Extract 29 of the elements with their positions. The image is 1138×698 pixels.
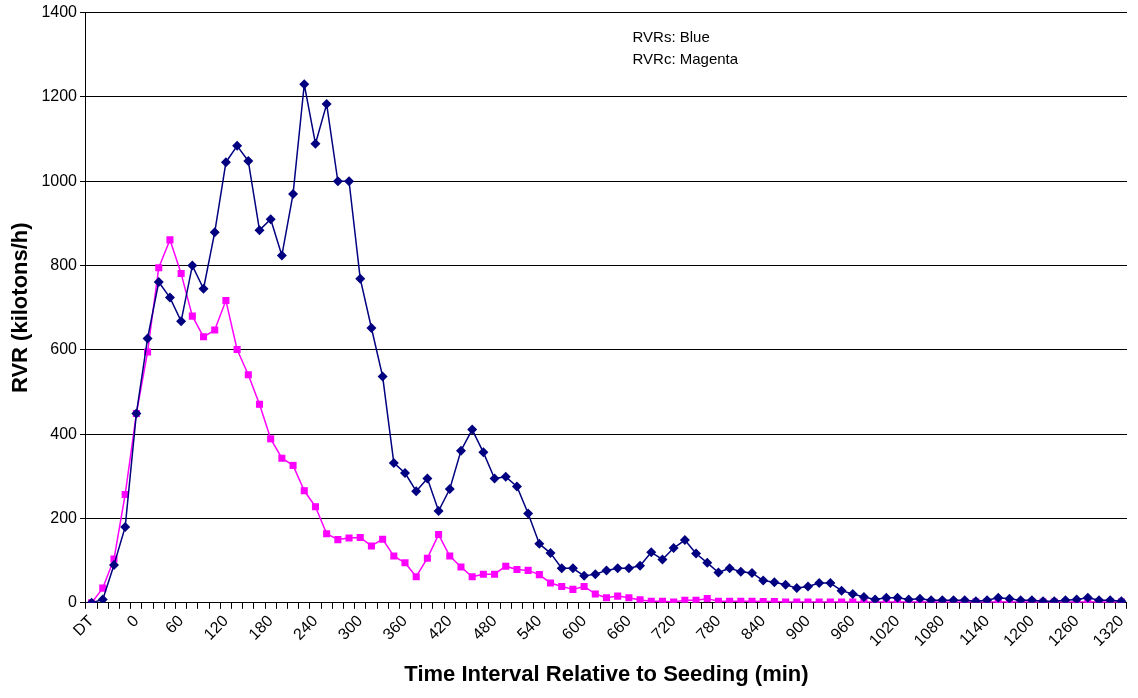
x-tick-label: 300 <box>334 611 366 643</box>
x-tick-label: 600 <box>558 611 590 643</box>
y-tick-label: 1400 <box>41 3 78 21</box>
x-tick-label: 720 <box>647 611 679 643</box>
y-tick-label: 200 <box>50 508 78 526</box>
x-tick-label: 60 <box>161 611 187 637</box>
y-tick-label: 1000 <box>41 171 78 189</box>
x-tick-label: 660 <box>603 611 635 643</box>
x-tick-label: 0 <box>123 611 142 631</box>
x-tick-label: 240 <box>289 611 321 643</box>
x-tick-label: 420 <box>424 611 456 643</box>
x-tick-label: 780 <box>692 611 724 643</box>
y-tick-label: 400 <box>50 424 78 442</box>
y-tick-label: 600 <box>50 340 78 358</box>
x-tick-label: 360 <box>379 611 411 643</box>
x-axis-title: Time Interval Relative to Seeding (min) <box>404 660 809 686</box>
y-axis-title: RVR (kilotons/h) <box>7 222 33 394</box>
annotation: RVRs: Blue RVRc: Magenta <box>632 28 739 68</box>
x-tick-label: 960 <box>827 611 859 643</box>
y-tick-label: 1200 <box>41 87 78 105</box>
x-tick-label: 900 <box>782 611 814 643</box>
y-tick-label: 800 <box>50 255 78 273</box>
x-tick-label: DT <box>69 611 97 639</box>
x-tick-label: 180 <box>245 611 276 643</box>
x-tick-label: 120 <box>200 611 232 643</box>
x-tick-label: 540 <box>513 611 545 643</box>
x-tick-label: 840 <box>737 611 769 643</box>
y-tick-label: 0 <box>68 593 78 611</box>
x-tick-label: 480 <box>468 611 500 643</box>
